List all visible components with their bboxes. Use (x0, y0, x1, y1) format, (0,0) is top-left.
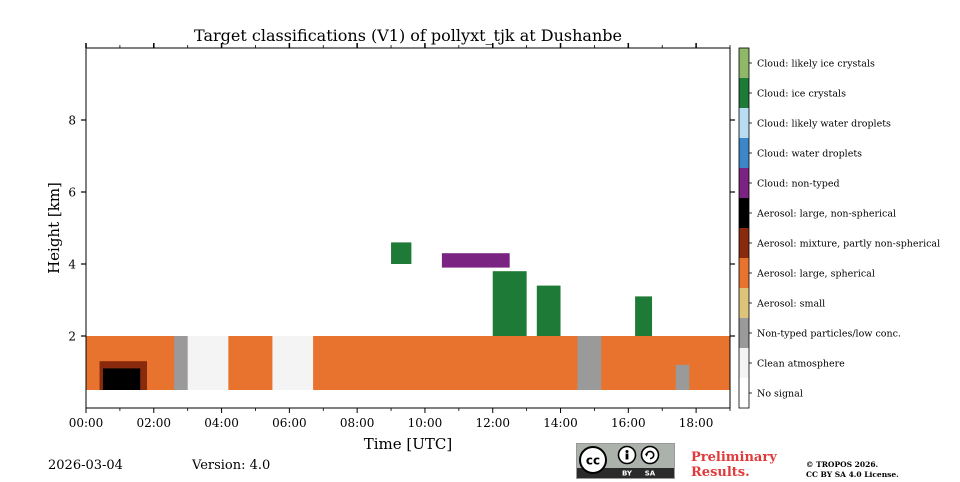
class-layer (441, 253, 510, 268)
legend-label: Cloud: likely water droplets (757, 119, 891, 130)
legend-swatch (739, 378, 749, 408)
legend-swatch (739, 258, 749, 288)
preliminary-line-1: Preliminary (691, 450, 777, 465)
x-tick-label: 00:00 (69, 416, 104, 430)
legend-swatch (739, 78, 749, 108)
plot-frame (85, 47, 731, 409)
class-layer (536, 285, 561, 336)
svg-text:cc: cc (586, 454, 600, 468)
legend-label: Aerosol: large, non-spherical (756, 209, 896, 220)
y-axis: 2 4 6 8 (68, 114, 735, 344)
x-axis-label: Time [UTC] (364, 435, 453, 453)
class-layer (174, 336, 188, 390)
class-layer (635, 296, 653, 336)
copyright-line-1: © TROPOS 2026. (806, 460, 879, 469)
class-layer (187, 336, 229, 390)
legend-label: Aerosol: large, spherical (756, 269, 875, 280)
legend-swatch (739, 168, 749, 198)
legend-swatch (739, 138, 749, 168)
class-layer (675, 364, 690, 390)
svg-text:BY: BY (622, 470, 633, 478)
class-layer (492, 271, 527, 336)
x-tick-label: 06:00 (272, 416, 307, 430)
x-axis: 00:00 02:00 04:00 06:00 08:00 10:00 12:00 14:00… (69, 43, 731, 430)
x-tick-label: 18:00 (679, 416, 714, 430)
copyright-notice: © TROPOS 2026. CC BY SA 4.0 License. (806, 460, 899, 480)
legend-label: Cloud: ice crystals (757, 89, 846, 100)
version-label: Version: 4.0 (192, 458, 271, 473)
cc-by-sa-icon: cc BY SA (577, 444, 674, 478)
legend-swatch (739, 228, 749, 258)
legend-colorbar: Cloud: likely ice crystals Cloud: ice cry… (738, 47, 940, 409)
x-tick-label: 10:00 (408, 416, 443, 430)
class-layer (577, 336, 602, 390)
legend-swatch (739, 198, 749, 228)
x-tick-label: 14:00 (543, 416, 578, 430)
x-tick-label: 12:00 (475, 416, 510, 430)
y-tick-label: 8 (68, 114, 76, 128)
class-layer (102, 368, 141, 390)
svg-text:SA: SA (645, 470, 656, 478)
legend-label: Aerosol: small (756, 299, 825, 310)
legend-label: Cloud: likely ice crystals (757, 59, 875, 70)
legend-label: Non-typed particles/low conc. (757, 329, 901, 340)
preliminary-line-2: Results. (691, 465, 750, 480)
class-layer (391, 242, 412, 264)
legend-swatch (739, 318, 749, 348)
legend-swatch (739, 288, 749, 318)
legend-label: Cloud: water droplets (757, 149, 862, 160)
legend-swatch (739, 48, 749, 78)
legend-label: Cloud: non-typed (757, 179, 840, 190)
legend-swatch (739, 348, 749, 378)
x-tick-label: 02:00 (136, 416, 171, 430)
legend-swatch (739, 108, 749, 138)
plot-area (85, 47, 731, 409)
preliminary-label: Preliminary Results. (691, 450, 777, 480)
date-label: 2026-03-04 (48, 458, 123, 473)
x-tick-label: 04:00 (204, 416, 239, 430)
x-tick-label: 16:00 (611, 416, 646, 430)
y-axis-label: Height [km] (45, 182, 63, 274)
y-tick-label: 6 (68, 186, 76, 200)
cc-license-badge: cc BY SA (576, 443, 675, 479)
y-tick-label: 4 (68, 258, 76, 272)
legend-label: Aerosol: mixture, partly non-spherical (756, 239, 940, 250)
copyright-line-2: CC BY SA 4.0 License. (806, 470, 899, 479)
y-tick-label: 2 (68, 330, 76, 344)
legend-frame (738, 47, 750, 409)
legend-label: Clean atmosphere (757, 359, 845, 370)
x-tick-label: 08:00 (340, 416, 375, 430)
legend-label: No signal (757, 389, 803, 400)
chart-title: Target classifications (V1) of pollyxt_t… (194, 26, 622, 45)
class-layer (272, 336, 314, 390)
